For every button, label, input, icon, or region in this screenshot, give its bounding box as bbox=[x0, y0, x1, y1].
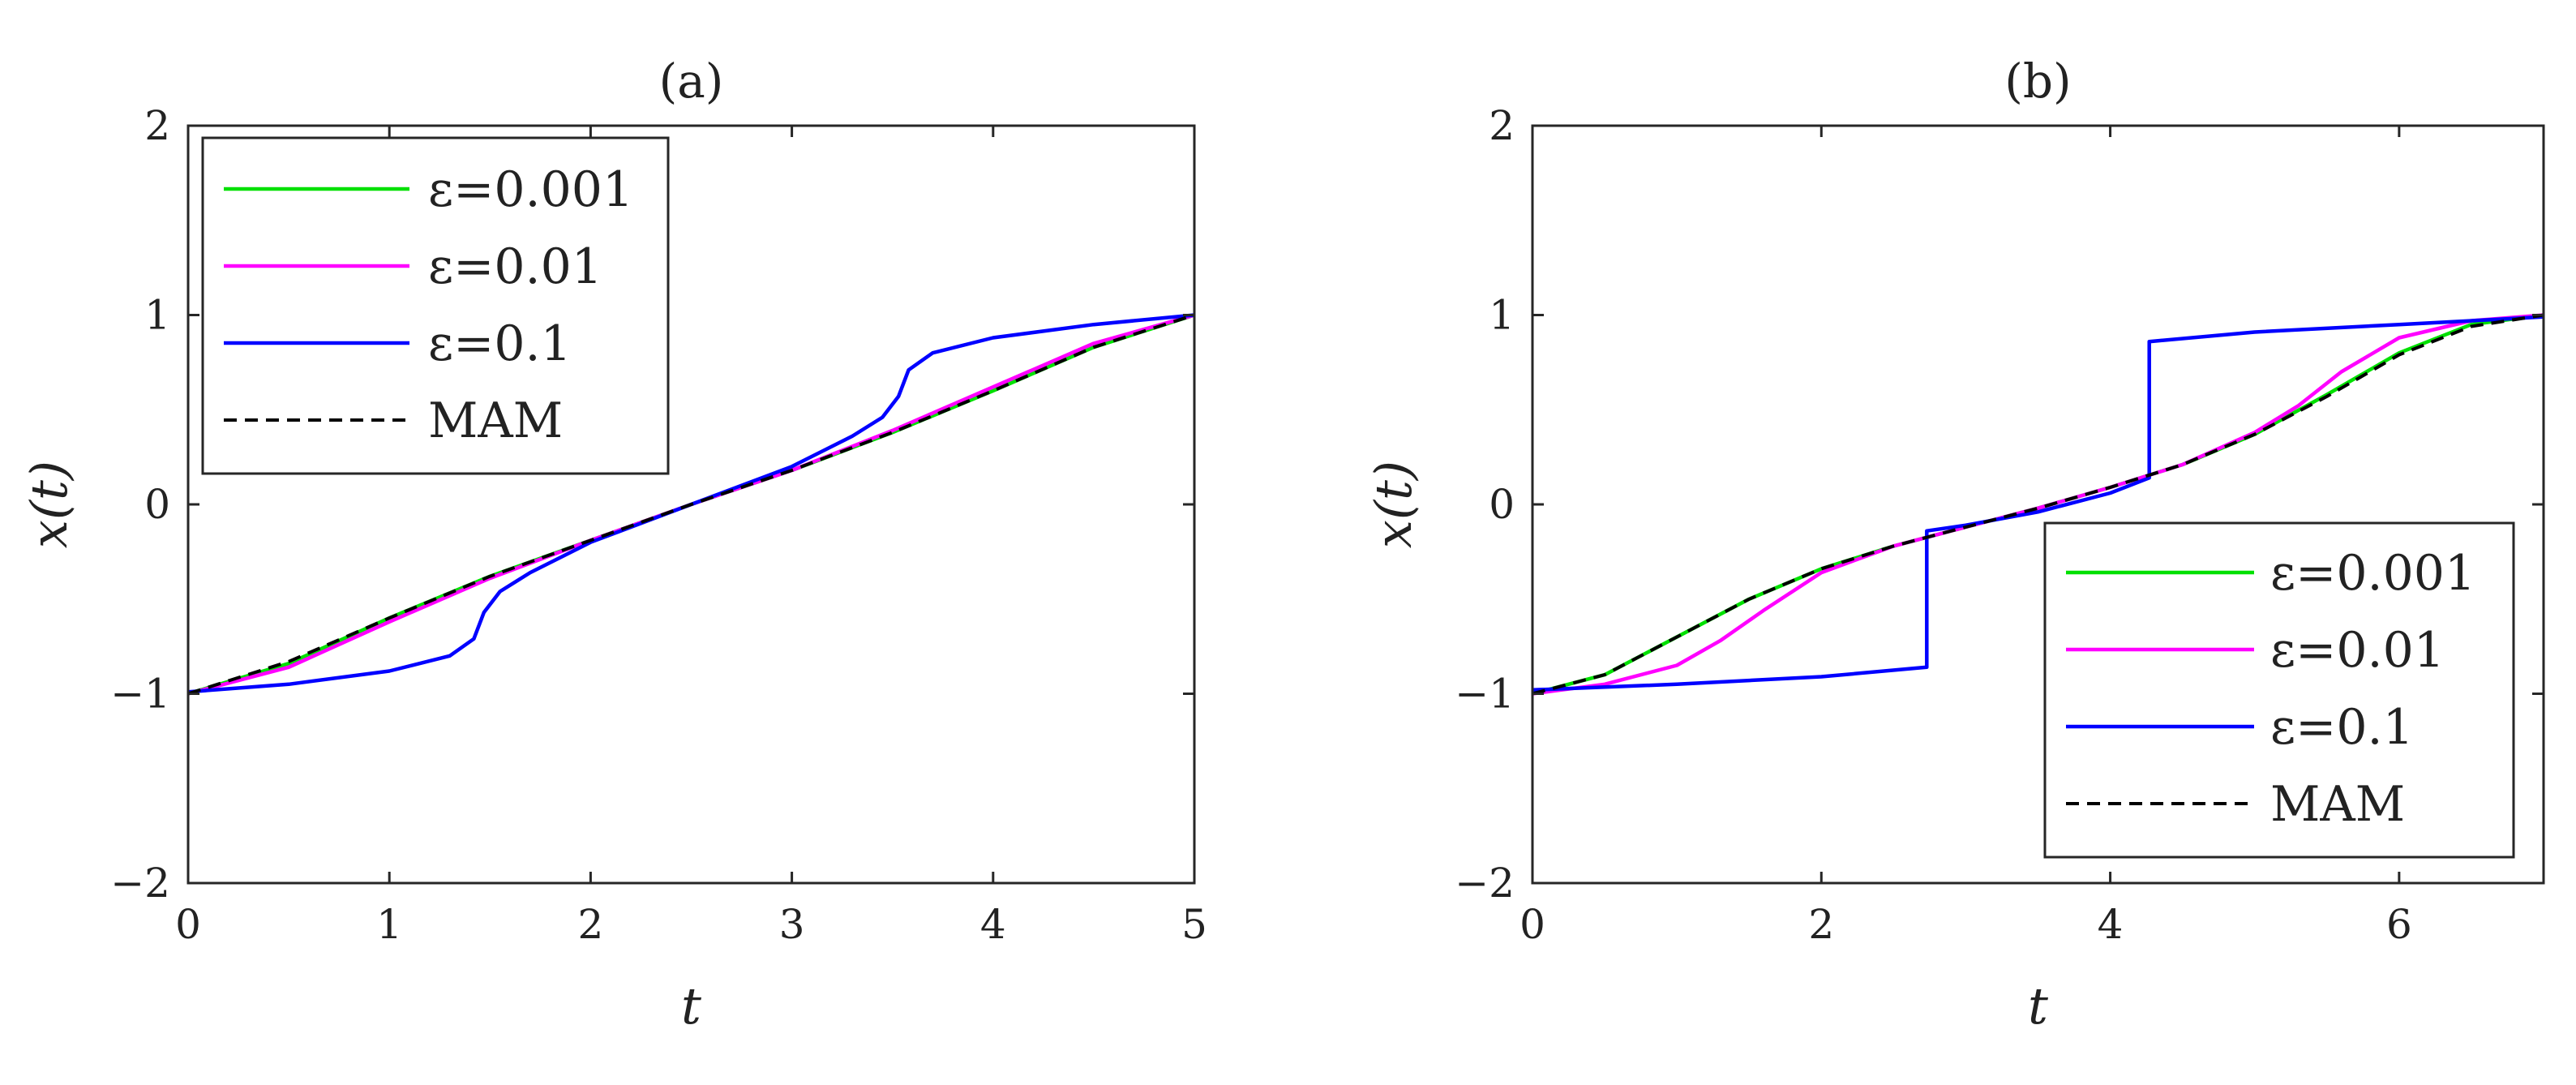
panel-b-series-line-3 bbox=[1532, 313, 2544, 696]
panel-b-y-tick-label: −2 bbox=[1455, 860, 1515, 907]
panel-a-legend-box bbox=[201, 136, 670, 475]
panel-b-y-axis-label: x(t) bbox=[1364, 461, 1423, 548]
panel-b-y-tick-label: 1 bbox=[1489, 292, 1515, 339]
panel-b-legend: ε=0.001 ε=0.01 ε=0.1 MAM bbox=[2043, 521, 2515, 859]
panel-a-legend-label-1: ε=0.01 bbox=[428, 238, 602, 295]
panel-a-x-tick-label: 0 bbox=[175, 901, 201, 948]
panel-a-x-axis-label: t bbox=[681, 976, 701, 1036]
panel-b-legend-label-0: ε=0.001 bbox=[2270, 545, 2475, 602]
panel-b-x-tick-label: 0 bbox=[1519, 901, 1545, 948]
panel-a-series-line-3 bbox=[188, 313, 1194, 696]
panel-b: 0 2 4 6 2 1 0 −1 −2 (b) t x(t) ε=0.001 ε=0.01 ε=0.1 MAM bbox=[1364, 54, 2545, 1036]
panel-b-legend-box bbox=[2043, 521, 2515, 859]
panel-a-legend-label-2: ε=0.1 bbox=[428, 315, 572, 372]
panel-b-y-tick-label: 2 bbox=[1489, 102, 1515, 149]
panel-a-x-tick-label: 4 bbox=[980, 901, 1006, 948]
panel-b-series-group bbox=[1532, 313, 2544, 696]
panel-b-y-tick-label: 0 bbox=[1489, 481, 1515, 528]
panel-b-legend-label-3: MAM bbox=[2270, 776, 2405, 833]
panel-a-x-tick-label: 1 bbox=[376, 901, 402, 948]
panel-a-legend-label-0: ε=0.001 bbox=[428, 161, 633, 218]
panel-b-title: (b) bbox=[2004, 54, 2071, 109]
panel-a-x-tick-label: 5 bbox=[1181, 901, 1207, 948]
panel-b-x-tick-label: 4 bbox=[2098, 901, 2124, 948]
panel-a-y-tick-label: 1 bbox=[144, 292, 170, 339]
panel-a: 0 1 2 3 4 5 2 1 0 −1 −2 (a) t x(t) ε=0.001 ε=0.01 ε=0.1 M… bbox=[19, 54, 1207, 1036]
panel-b-y-tick-label: −1 bbox=[1455, 671, 1515, 718]
panel-a-legend: ε=0.001 ε=0.01 ε=0.1 MAM bbox=[201, 136, 670, 475]
panel-b-x-axis-label: t bbox=[2028, 976, 2048, 1036]
panel-b-series-line-1 bbox=[1532, 313, 2544, 696]
panel-a-series-group bbox=[188, 313, 1194, 696]
panel-a-x-tick-label: 3 bbox=[779, 901, 805, 948]
panel-b-series-line-2 bbox=[1532, 315, 2544, 693]
panel-a-y-tick-label: −1 bbox=[110, 671, 170, 718]
panel-b-legend-label-1: ε=0.01 bbox=[2270, 622, 2445, 679]
panel-b-x-tick-label: 6 bbox=[2386, 901, 2412, 948]
panel-a-y-axis-label: x(t) bbox=[19, 461, 79, 548]
panel-a-y-tick-label: −2 bbox=[110, 860, 170, 907]
panel-b-legend-label-2: ε=0.1 bbox=[2270, 699, 2414, 756]
panel-a-legend-label-3: MAM bbox=[428, 392, 563, 449]
panel-a-y-tick-label: 0 bbox=[144, 481, 170, 528]
panel-b-x-tick-label: 2 bbox=[1808, 901, 1834, 948]
panel-a-title: (a) bbox=[659, 54, 724, 109]
panel-a-y-tick-label: 2 bbox=[144, 102, 170, 149]
panel-a-x-tick-label: 2 bbox=[577, 901, 603, 948]
